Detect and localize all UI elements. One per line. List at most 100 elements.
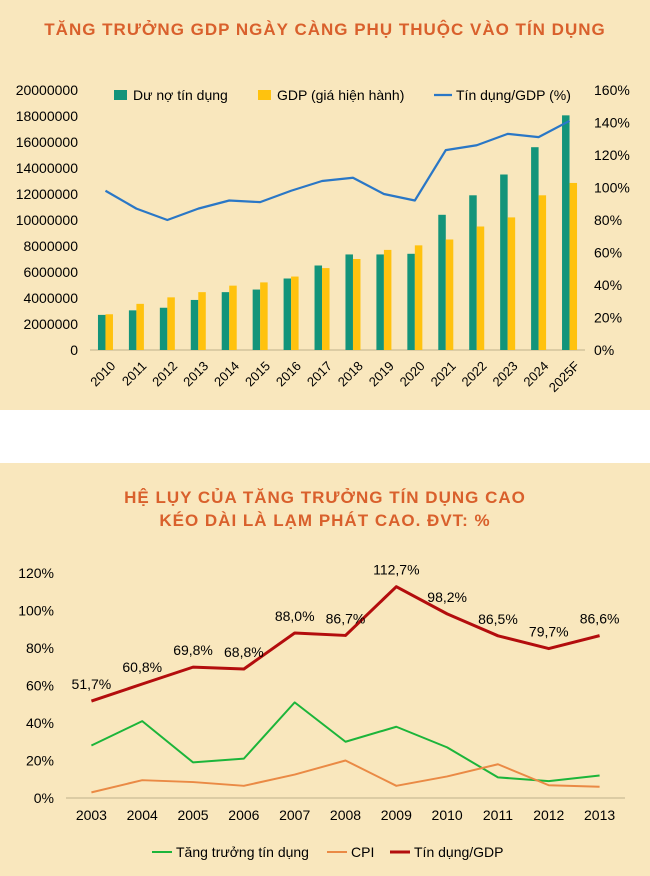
bottom-chart-svg: 0% 20% 40% 60% 80% 100% 120% 51,7% 60,8% 69,8% 68,…: [18, 562, 625, 860]
gdp-bar: [383, 249, 392, 350]
y-axis-tick-label: 80%: [26, 640, 54, 656]
credit-bar: [438, 214, 446, 350]
ratio-data-label: 98,2%: [427, 589, 467, 605]
x-axis-tick-label: 2003: [76, 807, 107, 823]
x-axis-tick-label: 2019: [366, 358, 397, 389]
x-axis-tick-label: 2022: [459, 358, 490, 389]
credit-bar: [159, 307, 168, 350]
x-axis-tick-label: 2009: [381, 807, 412, 823]
x-axis-tick-label: 2012: [533, 807, 564, 823]
gdp-bar: [507, 217, 516, 350]
x-axis-tick-label: 2025F: [546, 358, 583, 395]
right-axis-tick-label: 40%: [594, 277, 622, 293]
credit-bar: [531, 147, 539, 350]
bottom-chart-title-line-2: KÉO DÀI LÀ LẠM PHÁT CAO. ĐVT: %: [159, 511, 491, 530]
ratio-data-label: 68,8%: [224, 644, 264, 660]
left-axis-tick-label: 10000000: [16, 212, 79, 228]
legend-label-ratio: Tín dụng/GDP: [414, 844, 504, 860]
gdp-bar: [538, 195, 547, 350]
left-axis-tick-label: 14000000: [16, 160, 79, 176]
credit-bar: [252, 289, 261, 350]
ratio-data-label: 60,8%: [122, 659, 162, 675]
gdp-bar: [229, 285, 237, 350]
right-axis-tick-label: 60%: [594, 245, 622, 261]
y-axis-tick-label: 120%: [18, 565, 54, 581]
cpi-line: [91, 759, 600, 794]
x-axis-tick-label: 2006: [228, 807, 259, 823]
left-axis-tick-label: 16000000: [16, 134, 79, 150]
gdp-bar: [291, 276, 299, 350]
gdp-bar: [105, 314, 113, 350]
left-axis-tick-label: 4000000: [23, 290, 78, 306]
gdp-bar: [445, 239, 454, 350]
x-axis-tick-label: 2013: [180, 358, 211, 389]
gdp-bar: [136, 303, 144, 350]
y-axis-tick-label: 40%: [26, 715, 54, 731]
right-axis-tick-label: 120%: [594, 147, 630, 163]
x-axis-tick-label: 2016: [273, 358, 304, 389]
x-axis-tick-label: 2010: [87, 358, 118, 389]
x-axis-tick-label: 2005: [177, 807, 208, 823]
left-axis-tick-label: 18000000: [16, 108, 79, 124]
left-axis-tick-label: 20000000: [16, 82, 79, 98]
legend-swatch-credit: [114, 90, 127, 100]
right-axis-tick-label: 140%: [594, 115, 630, 131]
left-axis-tick-label: 6000000: [23, 264, 78, 280]
x-axis-tick-label: 2021: [428, 358, 459, 389]
gdp-bar: [414, 245, 423, 350]
gdp-bar: [198, 292, 206, 350]
gdp-bar: [167, 297, 175, 350]
credit-growth-line: [90, 701, 600, 783]
x-axis-tick-label: 2018: [335, 358, 366, 389]
legend-swatch-gdp: [258, 90, 271, 100]
right-axis-tick-label: 20%: [594, 310, 622, 326]
gdp-bar: [569, 182, 578, 350]
x-axis-tick-label: 2011: [483, 807, 513, 823]
x-axis-tick-label: 2004: [127, 807, 158, 823]
x-axis-tick-label: 2017: [304, 358, 335, 389]
x-axis-tick-label: 2014: [211, 358, 242, 389]
x-axis-tick-label: 2015: [242, 358, 273, 389]
x-axis-tick-label: 2012: [149, 358, 180, 389]
credit-gdp-ratio-line: [104, 119, 571, 222]
left-axis-tick-label: 0: [70, 342, 78, 358]
credit-bar: [283, 278, 292, 350]
credit-bar: [221, 292, 230, 350]
legend-label-ratio: Tín dụng/GDP (%): [456, 87, 571, 103]
right-axis-tick-label: 0%: [594, 342, 614, 358]
x-axis-tick-label: 2020: [397, 358, 428, 389]
x-axis-tick-label: 2010: [432, 807, 463, 823]
gdp-bar: [476, 226, 485, 350]
x-axis-tick-label: 2007: [279, 807, 310, 823]
ratio-data-label: 79,7%: [529, 624, 569, 640]
y-axis-tick-label: 20%: [26, 753, 54, 769]
gdp-bar: [260, 282, 268, 350]
top-chart-svg: 0 2000000 4000000 6000000 8000000 10000000 120…: [16, 82, 630, 395]
left-axis-tick-label: 12000000: [16, 186, 79, 202]
y-axis-tick-label: 0%: [34, 790, 54, 806]
y-axis-tick-label: 60%: [26, 678, 54, 694]
ratio-data-label: 112,7%: [373, 562, 419, 578]
ratio-data-label: 86,6%: [580, 611, 620, 627]
legend-label-credit: Dư nợ tín dụng: [133, 87, 228, 103]
credit-gdp-ratio-line: [90, 585, 600, 703]
credit-bar: [128, 310, 137, 350]
x-axis-tick-label: 2013: [584, 807, 615, 823]
gdp-bar: [352, 259, 361, 350]
top-chart-panel: TĂNG TRƯỞNG GDP NGÀY CÀNG PHỤ THUỘC VÀO …: [0, 0, 650, 410]
credit-bar: [345, 254, 353, 350]
credit-bar: [97, 314, 106, 350]
ratio-data-label: 86,5%: [478, 611, 518, 627]
ratio-data-label: 69,8%: [173, 642, 213, 658]
credit-bar: [190, 299, 199, 350]
credit-bar: [562, 115, 570, 350]
y-axis-tick-label: 100%: [18, 603, 54, 619]
ratio-data-label: 88,0%: [275, 608, 315, 624]
right-axis-tick-label: 80%: [594, 212, 622, 228]
x-axis-tick-label: 2023: [490, 358, 521, 389]
left-axis-tick-label: 2000000: [23, 316, 78, 332]
right-axis-tick-label: 100%: [594, 180, 630, 196]
bottom-chart-title-line-1: HỆ LỤY CỦA TĂNG TRƯỞNG TÍN DỤNG CAO: [124, 488, 526, 507]
legend-label-credit-growth: Tăng trưởng tín dụng: [176, 844, 309, 860]
right-axis-tick-label: 160%: [594, 82, 630, 98]
